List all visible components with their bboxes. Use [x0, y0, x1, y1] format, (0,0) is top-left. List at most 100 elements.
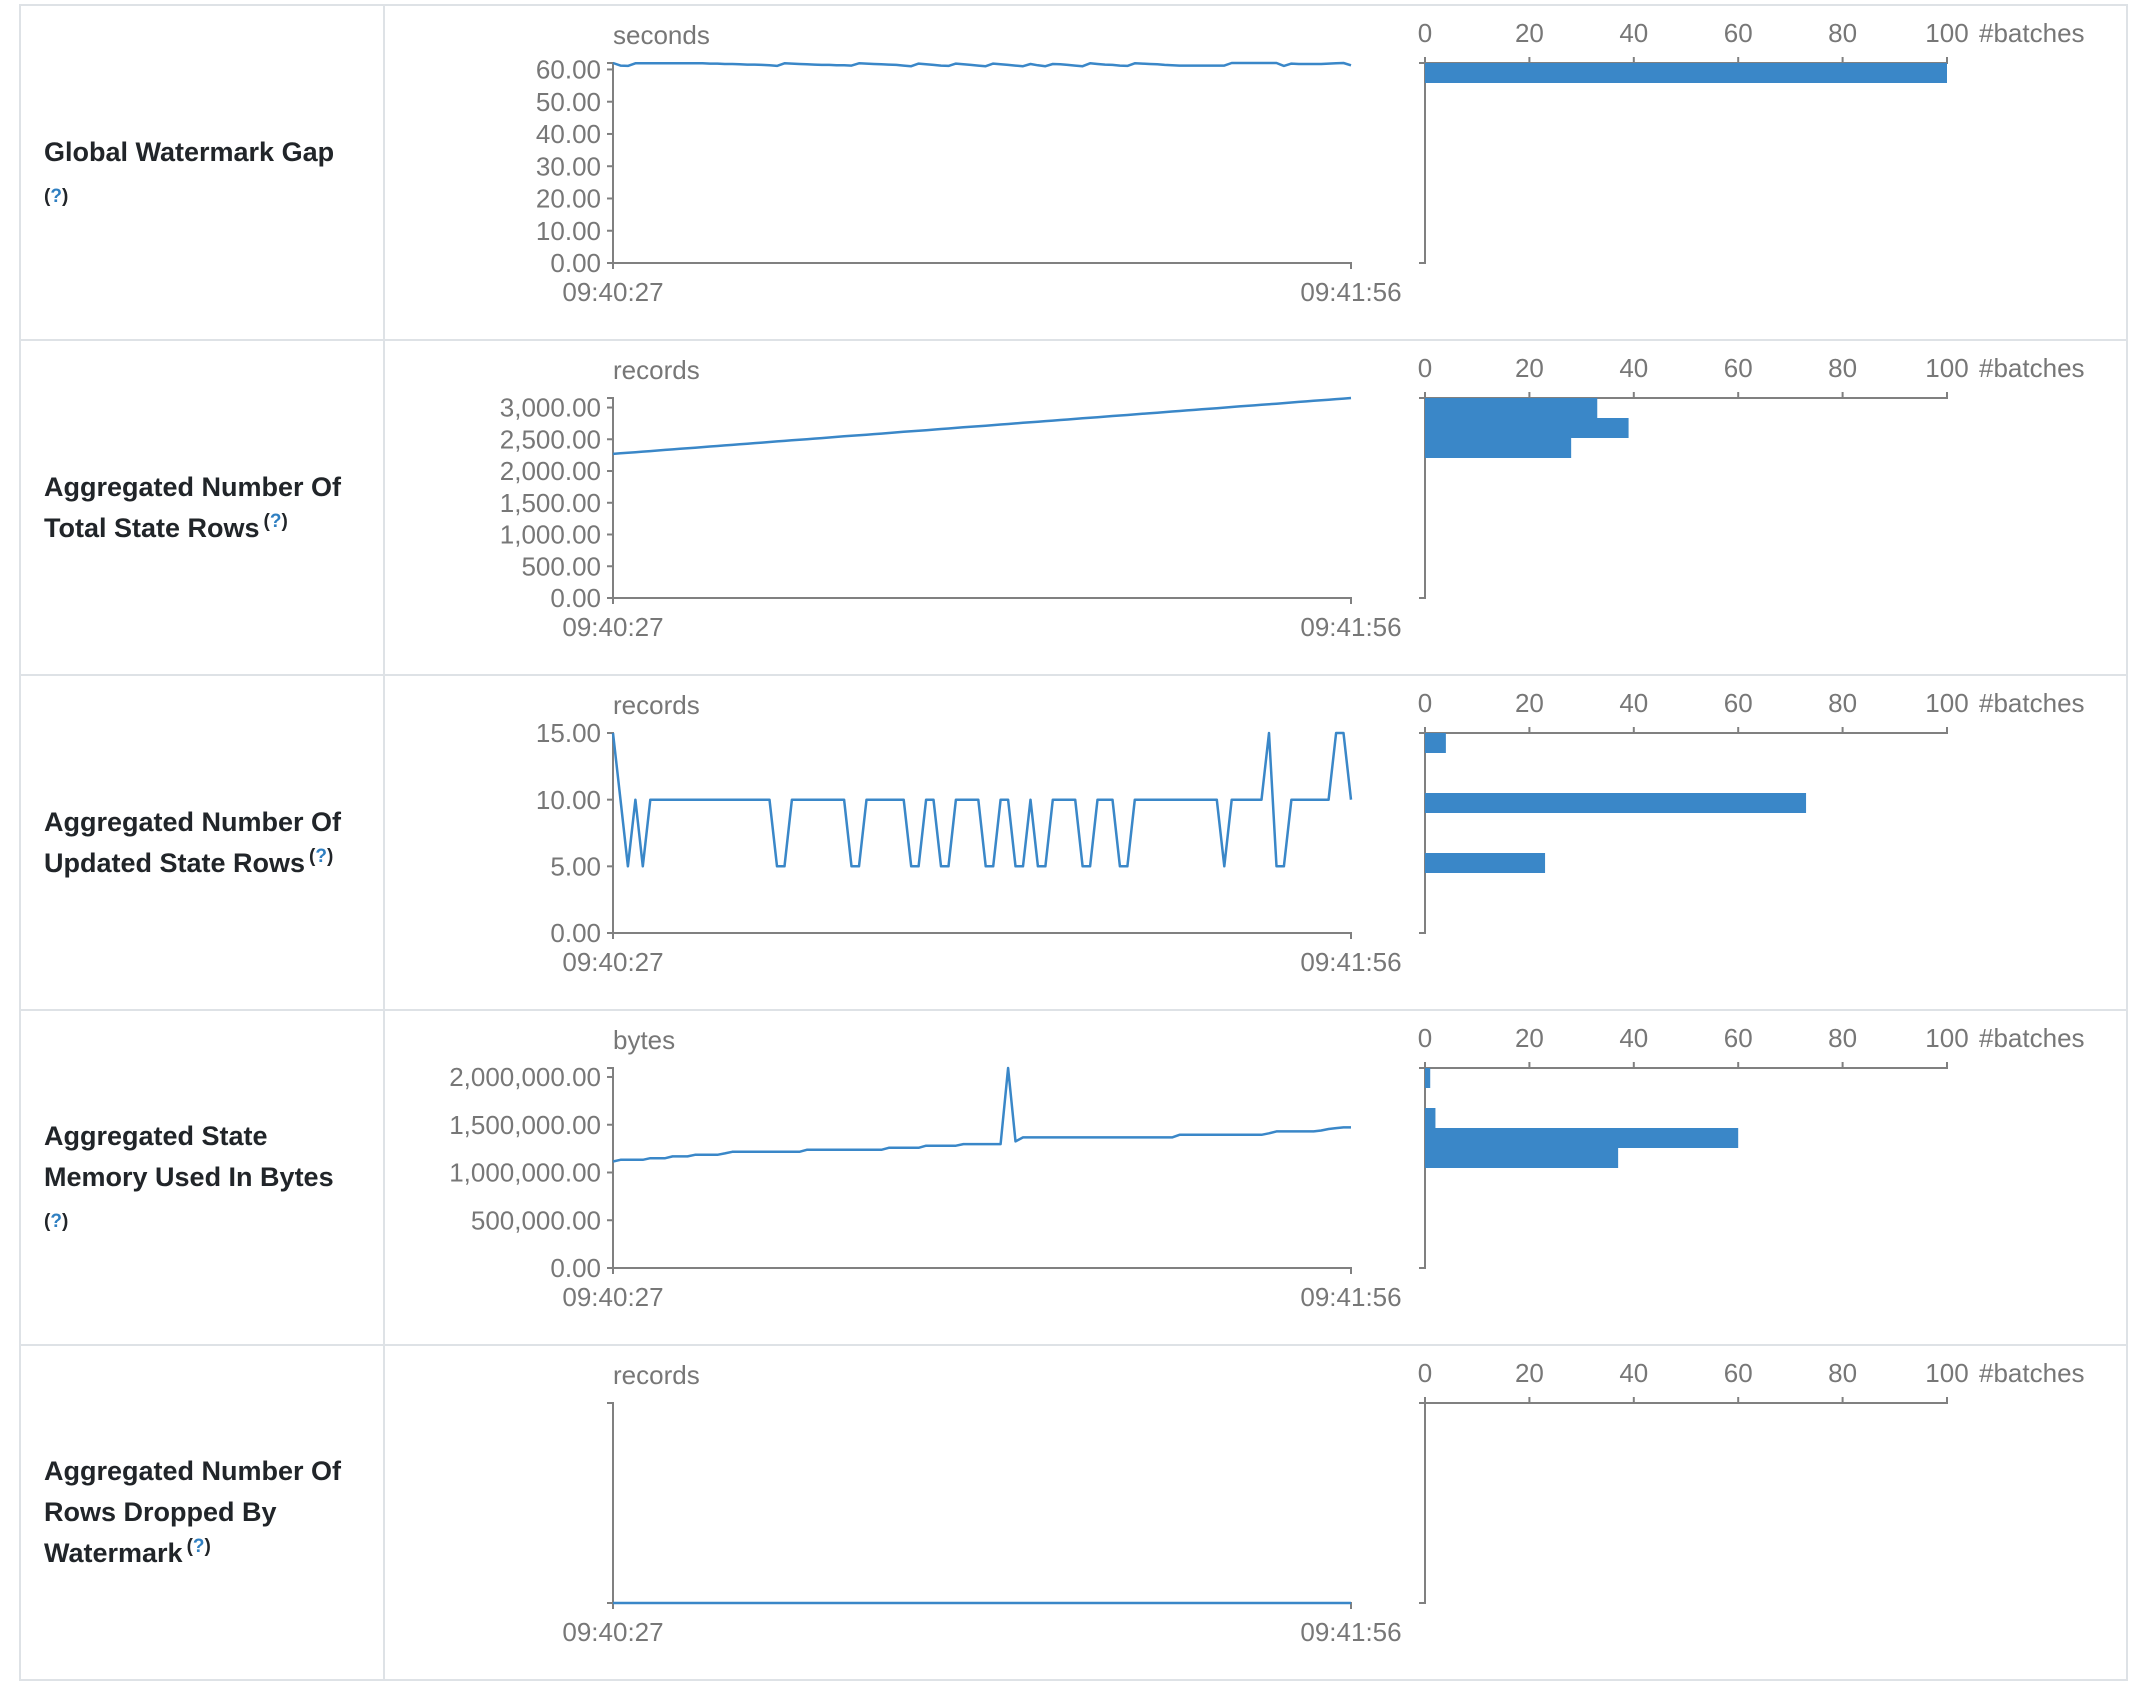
series-line [611, 731, 1353, 868]
metric-charts-svg: records 09:40:27 09:41:56 0 20 40 60 80 100 #batc… [562, 1358, 2085, 1647]
metric-title-line: Memory Used In Bytes [44, 1162, 334, 1192]
x-tick-label-start: 09:40:27 [562, 1617, 663, 1647]
metric-charts-svg: records 0.00 5.00 10.00 15.00 09:40:27 09:41:5… [536, 688, 2085, 977]
histogram-x-tick-label: 100 [1925, 18, 1968, 48]
histogram-x-axis-label: #batches [1979, 1358, 2085, 1388]
y-tick-label: 0.00 [550, 918, 601, 948]
y-axis-line [607, 397, 614, 599]
metric-title: Aggregated Number Of Updated State Rows (?… [44, 802, 341, 884]
y-tick-label: 40.00 [536, 119, 601, 149]
x-tick-label-end: 09:41:56 [1300, 947, 1401, 977]
y-tick-label: 5.00 [550, 851, 601, 881]
histogram-bar [1425, 793, 1807, 813]
question-mark-icon: ? [50, 185, 62, 207]
histogram-x-tick-label: 0 [1418, 18, 1432, 48]
histogram-x-tick-label: 20 [1515, 1358, 1544, 1388]
histogram-chart: 0 20 40 60 80 100 #batches [1418, 1358, 2085, 1604]
timeline-chart: seconds 0.0010.0020.0030.0040.0050.0060.0… [536, 20, 1402, 307]
timeline-chart: bytes 0.00 500,000.00 1,000,000.00 1,500,000… [449, 1025, 1401, 1312]
help-tooltip-icon[interactable]: (?) [264, 511, 288, 532]
y-tick-label: 50.00 [536, 87, 601, 117]
help-tooltip-icon[interactable]: (?) [44, 1207, 68, 1237]
histogram-x-tick-label: 40 [1619, 1358, 1648, 1388]
y-tick-label: 0.00 [550, 248, 601, 278]
histogram-x-axis-label: #batches [1979, 353, 2085, 383]
histogram-x-tick-label: 40 [1619, 353, 1648, 383]
histogram-x-tick-label: 0 [1418, 688, 1432, 718]
question-mark-icon: ? [192, 1536, 205, 1557]
metric-title-line: Updated State Rows [44, 847, 306, 878]
question-mark-icon: ? [315, 845, 327, 867]
y-tick-label: 2,000.00 [500, 456, 601, 486]
metric-chart-cell: records 09:40:27 09:41:56 0 20 40 60 80 100 #batc… [385, 1346, 2126, 1679]
help-paren-open: ( [263, 510, 270, 532]
histogram-chart: 0 20 40 60 80 100 #batches [1418, 688, 2085, 934]
histogram-x-tick-label: 0 [1418, 1023, 1432, 1053]
series-line [612, 396, 1352, 456]
y-axis-unit-label: records [613, 355, 700, 385]
metric-title-line: Global Watermark Gap [44, 136, 335, 167]
help-paren-close: ) [326, 845, 334, 867]
histogram-x-axis-label: #batches [1979, 1023, 2085, 1053]
y-axis-line [607, 1402, 614, 1604]
y-tick-label: 1,000.00 [500, 520, 601, 550]
metrics-table: Global Watermark Gap (?) seconds 0.00 10.00 2… [19, 4, 2128, 1681]
histogram-x-tick-label: 40 [1619, 18, 1648, 48]
metric-chart-cell: records 0.00 500.00 1,000.00 1,500.00 2,000.0… [385, 341, 2126, 674]
help-tooltip-icon[interactable]: (?) [44, 182, 68, 212]
histogram-x-tick-label: 80 [1828, 353, 1857, 383]
timeline-chart: records 0.00 5.00 10.00 15.00 09:40:27 09:41:5… [536, 690, 1402, 977]
y-tick-label: 1,500,000.00 [449, 1110, 601, 1140]
help-paren-close: ) [61, 1211, 69, 1232]
help-paren-close: ) [281, 510, 288, 532]
histogram-bar [1425, 1068, 1431, 1088]
help-paren-close: ) [204, 1536, 211, 1557]
histogram-x-tick-label: 100 [1925, 353, 1968, 383]
x-tick-label-end: 09:41:56 [1300, 612, 1401, 642]
metric-row: Aggregated Number Of Updated State Rows (?… [21, 676, 2126, 1011]
histogram-x-tick-label: 0 [1418, 1358, 1432, 1388]
metric-row: Aggregated State Memory Used In Bytes (?) b… [21, 1011, 2126, 1346]
metric-label-cell: Global Watermark Gap (?) [21, 6, 385, 339]
metric-row: Global Watermark Gap (?) seconds 0.00 10.00 2… [21, 6, 2126, 341]
metric-title: Aggregated Number Of Total State Rows (?) [44, 467, 341, 549]
y-tick-label: 1,000,000.00 [449, 1158, 601, 1188]
metric-title-line: Aggregated State [44, 1121, 268, 1151]
histogram-chart: 0 20 40 60 80 100 #batches [1418, 18, 2085, 264]
help-tooltip-icon[interactable]: (?) [309, 846, 333, 867]
y-tick-label: 3,000.00 [500, 393, 601, 423]
histogram-x-axis-line [1424, 57, 1948, 64]
metric-title-line: Aggregated Number Of [44, 806, 342, 837]
x-tick-label-start: 09:40:27 [562, 277, 663, 307]
metric-title-line: Aggregated Number Of [44, 471, 342, 502]
question-mark-icon: ? [50, 1211, 62, 1232]
histogram-y-axis-line [1419, 1067, 1426, 1269]
metric-title: Aggregated State Memory Used In Bytes (?) [44, 1116, 334, 1239]
y-tick-label: 0.00 [550, 1253, 601, 1283]
histogram-x-axis-label: #batches [1979, 688, 2085, 718]
histogram-bar [1425, 63, 1947, 83]
histogram-bar [1425, 418, 1629, 438]
histogram-x-tick-label: 80 [1828, 688, 1857, 718]
metric-chart-cell: records 0.00 5.00 10.00 15.00 09:40:27 09:41:5… [385, 676, 2126, 1009]
y-tick-label: 30.00 [536, 151, 601, 181]
metric-label-cell: Aggregated Number Of Updated State Rows (?… [21, 676, 385, 1009]
histogram-x-tick-label: 80 [1828, 18, 1857, 48]
histogram-bar [1425, 1108, 1436, 1128]
series-line [612, 1066, 1351, 1163]
help-paren-open: ( [44, 185, 51, 207]
help-tooltip-icon[interactable]: (?) [187, 1536, 211, 1557]
metric-row: Aggregated Number Of Rows Dropped By Water… [21, 1346, 2126, 1679]
histogram-x-tick-label: 60 [1724, 688, 1753, 718]
histogram-x-tick-label: 20 [1515, 18, 1544, 48]
histogram-x-tick-label: 100 [1925, 1023, 1968, 1053]
y-tick-label: 0.00 [550, 583, 601, 613]
help-paren-close: ) [61, 185, 69, 207]
x-tick-label-start: 09:40:27 [562, 612, 663, 642]
histogram-bar [1425, 438, 1572, 458]
y-tick-label: 1,500.00 [500, 488, 601, 518]
histogram-x-tick-label: 100 [1925, 688, 1968, 718]
x-axis-line [612, 262, 1352, 269]
metric-label-cell: Aggregated Number Of Total State Rows (?) [21, 341, 385, 674]
histogram-x-tick-label: 80 [1828, 1023, 1857, 1053]
